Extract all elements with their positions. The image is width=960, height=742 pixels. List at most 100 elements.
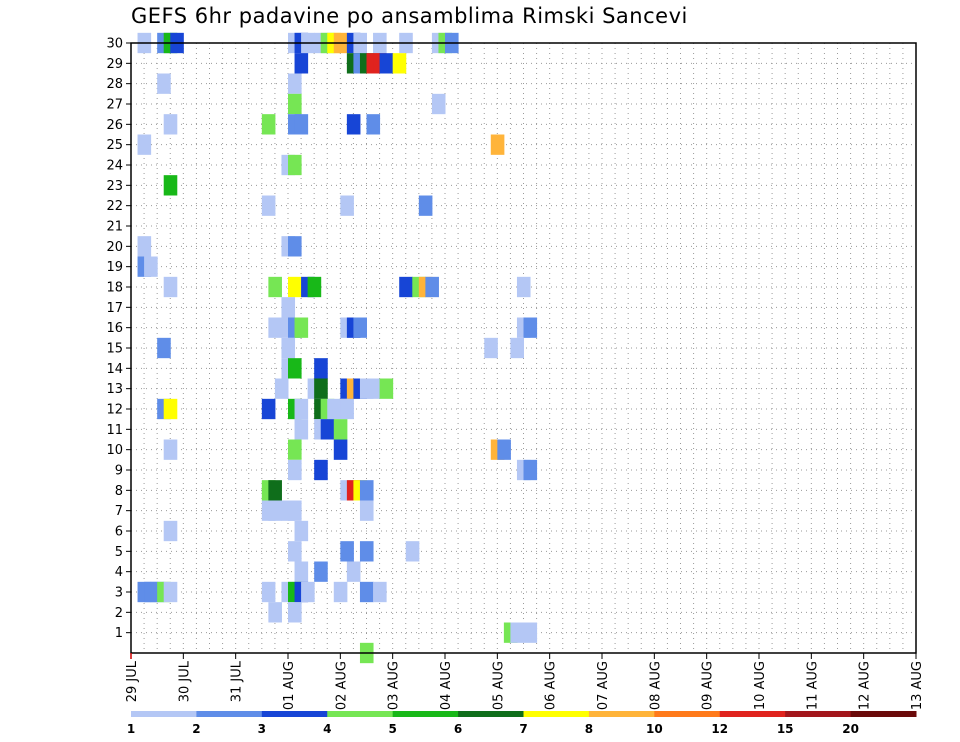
heatmap-cell (261, 581, 276, 603)
heatmap-cell (261, 195, 276, 216)
colorbar-segment (131, 711, 197, 717)
heatmap-cell (288, 154, 302, 176)
y-tick-label: 28 (106, 77, 123, 92)
heatmap-cell (353, 317, 367, 338)
y-tick-label: 8 (115, 484, 123, 499)
heatmap-cell (268, 602, 282, 623)
heatmap-cell (268, 317, 282, 338)
heatmap-cell (314, 378, 328, 399)
y-tick-label: 2 (115, 606, 123, 621)
heatmap-cell (523, 459, 538, 481)
colorbar-segment (523, 711, 590, 717)
x-tick-label: 09 AUG (701, 661, 716, 710)
y-tick-label: 6 (115, 525, 123, 540)
x-axis: 29 JUL 30 JUL 31 JUL 01 AUG 02 AUG 03 AUG 04 A… (125, 653, 925, 710)
heatmap-cell (294, 398, 309, 420)
y-tick-label: 16 (106, 321, 123, 336)
heatmap-cell (307, 276, 322, 298)
heatmap-cell (294, 317, 309, 338)
heatmap-cell (163, 114, 178, 135)
heatmap-cell (137, 236, 152, 257)
heatmap-cell (144, 256, 158, 277)
colorbar-segment (196, 711, 263, 717)
y-tick-label: 18 (106, 281, 123, 296)
y-tick-label: 25 (106, 138, 123, 153)
heatmap-cell (340, 541, 354, 562)
heatmap-cell (288, 276, 302, 298)
y-tick-label: 22 (106, 199, 123, 214)
y-tick-label: 4 (115, 565, 123, 580)
heatmap-cell (523, 622, 538, 643)
y-tick-label: 20 (106, 240, 123, 255)
y-tick-label: 26 (106, 118, 123, 133)
x-tick-label: 04 AUG (439, 661, 454, 710)
y-tick-label: 10 (106, 443, 123, 458)
heatmap-cell (425, 276, 439, 298)
colorbar-label: 3 (258, 722, 266, 736)
colorbar-segment (654, 711, 721, 717)
heatmap-cell (333, 439, 348, 460)
x-tick-label: 10 AUG (753, 661, 768, 710)
y-tick-label: 14 (106, 362, 123, 377)
heatmap-cell (523, 317, 538, 338)
colorbar-label: 2 (192, 722, 200, 736)
y-tick-label: 24 (106, 159, 123, 174)
x-tick-label: 31 JUL (230, 660, 245, 702)
heatmap-cell (294, 419, 309, 440)
heatmap-cell (510, 337, 524, 359)
heatmap-cell (137, 134, 152, 155)
heatmap-cell (163, 581, 178, 603)
heatmap-cell (484, 337, 498, 359)
colorbar: 1 2 3 4 5 6 7 8 10 12 15 20 (127, 711, 917, 736)
colorbar-label: 4 (323, 722, 331, 736)
heatmap-cell (516, 276, 531, 298)
heatmap-cell (366, 378, 381, 399)
y-tick-label: 27 (106, 98, 123, 113)
x-tick-label: 13 AUG (910, 661, 925, 710)
colorbar-segment (458, 711, 524, 717)
heatmap-cell (281, 337, 296, 359)
x-tick-label: 06 AUG (544, 661, 559, 710)
colorbar-segment (588, 711, 655, 717)
x-tick-label: 12 AUG (858, 661, 873, 710)
colorbar-label: 10 (646, 722, 663, 736)
colorbar-label: 6 (454, 722, 462, 736)
heatmap-cell (288, 358, 302, 379)
heatmap-cell (288, 93, 302, 115)
heatmap-cell (163, 276, 178, 298)
colorbar-segment (719, 711, 786, 717)
y-tick-label: 30 (106, 37, 123, 52)
x-tick-label: 30 JUL (177, 660, 192, 702)
heatmap-cell (288, 73, 302, 94)
heatmap-cell (163, 439, 178, 460)
heatmap-cell (327, 398, 341, 420)
heatmap-cell (288, 236, 302, 257)
heatmap-cell (294, 53, 309, 74)
heatmap-cell (314, 459, 328, 481)
heatmap-cell (163, 398, 178, 420)
heatmap-cell (288, 500, 302, 521)
heatmap-cell (359, 500, 374, 521)
y-tick-label: 5 (115, 545, 123, 560)
x-tick-label: 11 AUG (805, 661, 820, 710)
heatmap-cell (340, 195, 354, 216)
y-tick-label: 15 (106, 342, 123, 357)
y-tick-label: 9 (115, 464, 123, 479)
x-tick-label: 01 AUG (282, 661, 297, 710)
y-tick-label: 23 (106, 179, 123, 194)
heatmap-cell (497, 439, 511, 460)
colorbar-segment (785, 711, 852, 717)
y-axis: 1234567891011121314151617181920212223242… (106, 37, 131, 641)
heatmap-cell (163, 520, 178, 542)
heatmap-cell (340, 398, 354, 420)
heatmap-cell (392, 53, 407, 74)
heatmap-cell (157, 337, 171, 359)
chart-title: GEFS 6hr padavine po ansamblima Rimski S… (131, 4, 688, 28)
y-tick-label: 13 (106, 382, 123, 397)
colorbar-label: 15 (777, 722, 794, 736)
heatmap-cell (399, 276, 413, 298)
heatmap-cell (288, 459, 302, 481)
heatmap-cell (288, 439, 302, 460)
heatmap-cell (288, 602, 302, 623)
x-tick-label: 07 AUG (596, 661, 611, 710)
